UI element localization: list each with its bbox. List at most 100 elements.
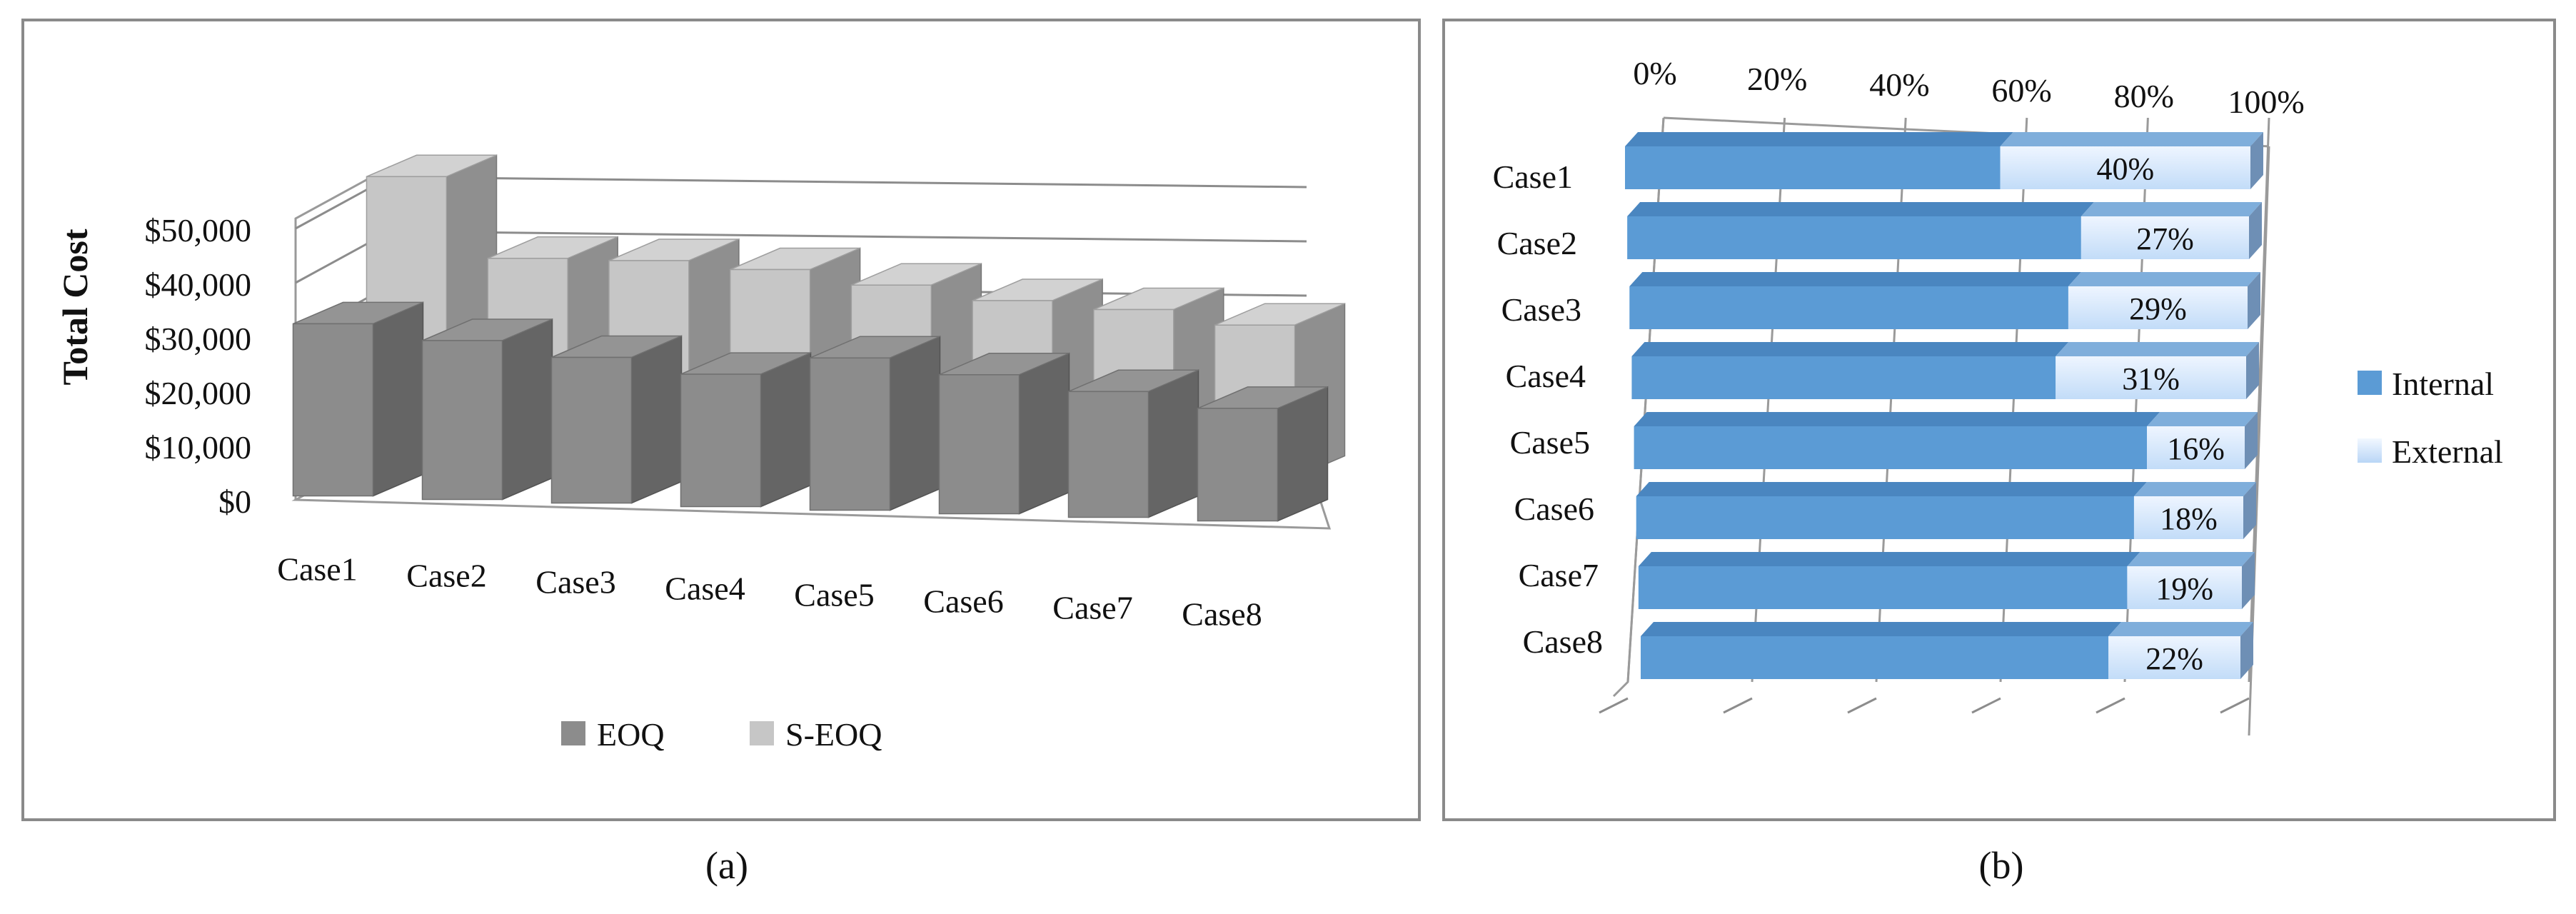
bar-internal-top — [1634, 412, 2160, 426]
x-tick-mark — [1599, 697, 1629, 714]
x-category-label: Case2 — [406, 558, 486, 594]
bar-row: 16% — [1634, 412, 2258, 469]
y-category-label: Case3 — [1501, 291, 1581, 328]
x-tick-label: 0% — [1633, 55, 1676, 91]
internal-external-chart: 40% 27% 29% 31% 16% 18% 19% 22% 0% 20% 40% 60% 80% 1… — [1442, 19, 2556, 821]
y-tick-label: $30,000 — [145, 321, 252, 357]
y-tick-label: $40,000 — [145, 266, 252, 303]
data-label: 31% — [2122, 361, 2180, 396]
panel-b-caption: (b) — [1979, 844, 2024, 887]
x-category-label: Case1 — [277, 551, 357, 588]
bar-eoq-side — [1147, 369, 1199, 518]
bar-external — [2068, 286, 2248, 329]
bar-eoq-front — [809, 357, 891, 511]
bar-external — [2147, 426, 2245, 469]
bar-end-cap — [2245, 412, 2258, 469]
bar-internal-top — [1638, 552, 2140, 566]
bar-end-cap — [2246, 342, 2259, 399]
bar-external — [2108, 636, 2240, 679]
bar-row: 27% — [1627, 202, 2262, 259]
bar-end-cap — [2248, 272, 2260, 329]
bar-internal — [1636, 496, 2134, 539]
panel-a-caption: (a) — [705, 844, 748, 887]
bar-internal — [1641, 636, 2109, 679]
bar-external-top — [2133, 482, 2256, 496]
x-category-label: Case4 — [665, 571, 745, 607]
bar-end-cap — [2243, 482, 2256, 539]
bar-row: 22% — [1641, 622, 2253, 679]
chart-a-legend: EOQ S-EOQ — [561, 716, 882, 753]
x-category-label: Case8 — [1182, 596, 1262, 633]
bar-row: 31% — [1631, 342, 2259, 399]
x-tick-label: 100% — [2228, 84, 2304, 120]
bar-eoq-side — [889, 336, 941, 511]
bar-external-top — [2000, 132, 2263, 146]
bar-external — [2056, 356, 2246, 399]
legend-item-s-eoq: S-EOQ — [750, 716, 882, 753]
bar-eoq — [292, 301, 424, 497]
bar-external-top — [2056, 342, 2259, 356]
bar-internal-top — [1636, 482, 2147, 496]
legend-label: Internal — [2392, 366, 2494, 402]
bar-eoq — [809, 336, 941, 511]
bar-external — [2081, 216, 2249, 259]
bar-row: 18% — [1636, 482, 2256, 539]
bar-eoq-front — [550, 356, 633, 504]
legend-item-eoq: EOQ — [561, 716, 665, 753]
y-tick-label: $0 — [218, 483, 251, 520]
bar-eoq-side — [1018, 352, 1070, 515]
bar-eoq-side — [501, 318, 553, 501]
data-label: 29% — [2129, 291, 2187, 326]
data-label: 22% — [2145, 641, 2203, 676]
y-category-label: Case7 — [1519, 557, 1599, 593]
total-cost-chart: $0 $10,000 $20,000 $30,000 $40,000 $50,000 Ca… — [21, 19, 1421, 821]
bar-eoq-side — [760, 351, 812, 508]
bar-eoq-front — [1067, 391, 1149, 518]
y-tick-label: $50,000 — [145, 212, 252, 248]
bar-external-top — [2147, 412, 2258, 426]
bar-internal-top — [1629, 272, 2081, 286]
bar-internal-top — [1625, 132, 2013, 146]
bar-internal-top — [1627, 202, 2094, 216]
chart-b-bars: 40% 27% 29% 31% 16% 18% 19% 22% — [1625, 132, 2263, 679]
bar-eoq-front — [1197, 408, 1279, 522]
legend-label: S-EOQ — [785, 716, 882, 753]
legend-label: External — [2392, 433, 2503, 470]
bar-external — [2133, 496, 2243, 539]
bar-internal — [1625, 146, 2001, 189]
y-category-label: Case6 — [1514, 491, 1594, 527]
chart-b-legend: Internal External — [2358, 366, 2503, 470]
bar-eoq — [680, 351, 812, 508]
x-category-label: Case5 — [794, 577, 874, 613]
bar-eoq-front — [421, 340, 503, 501]
x-tick-mark — [1847, 697, 1877, 714]
x-tick-label: 80% — [2114, 78, 2174, 114]
y-category-label: Case1 — [1493, 159, 1573, 195]
x-tick-mark — [1971, 697, 2001, 714]
x-category-label: Case3 — [535, 564, 615, 601]
bar-row: 19% — [1638, 552, 2255, 609]
x-category-label: Case6 — [923, 583, 1003, 620]
legend-swatch — [561, 721, 585, 745]
bar-internal-top — [1641, 622, 2122, 636]
data-label: 19% — [2155, 571, 2213, 606]
data-label: 16% — [2167, 431, 2225, 466]
x-tick-mark — [1723, 697, 1753, 714]
legend-swatch — [2358, 371, 2382, 395]
chart-b-x-axis: 0% 20% 40% 60% 80% 100% — [1633, 55, 2304, 120]
bar-internal — [1634, 426, 2148, 469]
chart-a-y-axis-title: Total Cost — [55, 228, 95, 385]
bar-internal — [1629, 286, 2068, 329]
bar-external-top — [2127, 552, 2255, 566]
bar-eoq — [421, 318, 553, 501]
legend-item-internal: Internal — [2358, 366, 2494, 402]
bar-eoq — [1197, 386, 1329, 522]
bar-end-cap — [2240, 622, 2253, 679]
bar-end-cap — [2249, 202, 2262, 259]
bar-eoq-front — [938, 374, 1020, 515]
bar-eoq — [1067, 369, 1199, 518]
y-category-label: Case8 — [1523, 623, 1603, 660]
bar-end-cap — [2250, 132, 2263, 189]
x-tick-mark — [2095, 697, 2125, 714]
